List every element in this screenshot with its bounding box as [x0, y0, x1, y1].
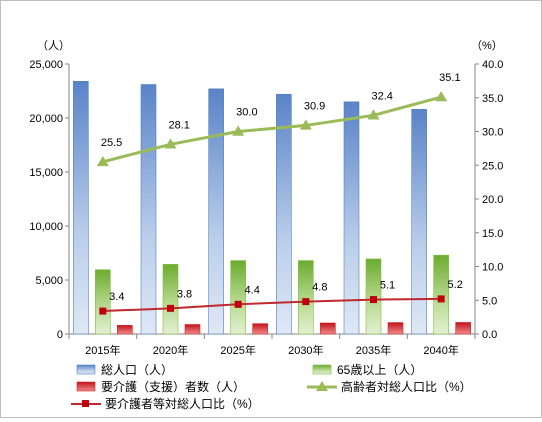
point-4-0	[99, 307, 107, 315]
legend-swatch-2	[76, 381, 96, 392]
y-left-tick-label: 15,000	[29, 167, 63, 179]
data-label-4-5: 5.2	[448, 279, 463, 291]
bar-1-3	[298, 260, 314, 335]
legend-label-3: 高齢者対総人口比（%）	[341, 379, 472, 394]
bar-0-0	[73, 80, 89, 335]
data-label-4-4: 5.1	[380, 280, 395, 292]
data-label-3-3: 30.9	[304, 100, 325, 112]
point-4-3	[302, 298, 310, 306]
bar-0-2	[208, 88, 224, 335]
legend-label-2: 要介護（支援）者数（人）	[101, 379, 245, 394]
bars	[73, 80, 471, 335]
data-labels: 25.5 28.1 30.0 30.9 32.4 35.1 3.4 3.8 4.4 4.8 5.1 5…	[101, 72, 463, 303]
x-tick-label: 2035年	[356, 343, 391, 357]
y-right-tick-label: 10.0	[482, 262, 503, 274]
legend-marker-3	[316, 381, 328, 391]
legend-swatch-0	[76, 364, 96, 375]
legend-label-1: 65歳以上（人）	[337, 363, 422, 377]
bar-2-0	[117, 325, 133, 335]
data-label-3-0: 25.5	[101, 137, 122, 149]
y-left-tick-label: 10,000	[29, 221, 63, 233]
legend-marker-4	[82, 400, 89, 407]
bar-0-3	[276, 93, 292, 335]
point-3-4	[367, 109, 380, 120]
point-4-1	[167, 304, 174, 312]
point-3-0	[96, 155, 109, 167]
y-right-tick-label: 20.0	[482, 194, 503, 206]
x-tick-label: 2015年	[85, 343, 120, 357]
y-right-tick-label: 15.0	[482, 228, 503, 240]
bar-0-1	[140, 84, 157, 335]
lines	[96, 91, 448, 315]
legend-label-4: 要介護者等対総人口比（%）	[105, 396, 260, 411]
point-3-5	[435, 91, 448, 102]
x-tick-label: 2040年	[423, 343, 458, 357]
bar-1-0	[95, 269, 111, 335]
data-label-4-0: 3.4	[109, 291, 124, 303]
point-4-5	[437, 295, 445, 303]
bar-0-4	[343, 101, 360, 335]
data-label-3-2: 30.0	[236, 107, 257, 119]
series-line-4	[102, 297, 442, 313]
legend-swatch-1	[312, 364, 332, 375]
bar-1-1	[162, 264, 179, 335]
y-left-unit: （人）	[37, 39, 70, 52]
data-label-4-1: 3.8	[177, 288, 192, 300]
y-right-tick-label: 0.0	[482, 329, 497, 341]
bar-1-5	[433, 254, 449, 335]
x-tick-label: 2020年	[153, 343, 188, 357]
point-3-1	[164, 138, 177, 149]
y-right-tick-label: 40.0	[482, 59, 503, 71]
y-left-tick-label: 20,000	[29, 113, 63, 125]
bar-0-5	[411, 109, 427, 335]
bar-2-5	[455, 322, 471, 335]
point-4-2	[234, 300, 242, 308]
legend: 総人口（人） 65歳以上（人） 要介護（支援）者数（人） 高齢者対総人口比（%） 要介護…	[71, 363, 472, 411]
bar-2-4	[387, 322, 404, 335]
point-3-2	[232, 125, 245, 136]
series-line-3	[102, 95, 442, 164]
x-tick-label: 2025年	[220, 343, 255, 357]
y-left-tick-label: 0	[57, 329, 63, 341]
y-left-tick-label: 5,000	[35, 275, 63, 287]
legend-label-0: 総人口（人）	[101, 363, 173, 377]
data-label-3-4: 32.4	[372, 90, 393, 102]
point-4-4	[370, 296, 377, 304]
bar-2-3	[320, 322, 336, 335]
data-label-4-3: 4.8	[312, 282, 327, 294]
bar-2-1	[184, 324, 201, 335]
y-left-tick-label: 25,000	[29, 59, 63, 71]
axes: 0 5,000 10,000 15,000 20,000 25,000 0.0 5.0 10.0…	[29, 39, 503, 357]
bar-2-2	[252, 323, 268, 335]
y-right-tick-label: 25.0	[482, 160, 503, 172]
y-right-tick-label: 30.0	[482, 127, 503, 139]
point-3-3	[299, 119, 312, 130]
data-label-4-2: 4.4	[245, 284, 260, 296]
x-tick-label: 2030年	[288, 343, 323, 357]
bar-1-2	[230, 260, 246, 335]
y-right-tick-label: 35.0	[482, 93, 503, 105]
data-label-3-1: 28.1	[169, 119, 190, 131]
y-right-unit: （%）	[471, 39, 503, 52]
y-right-tick-label: 5.0	[482, 295, 497, 307]
data-label-3-5: 35.1	[439, 72, 460, 84]
